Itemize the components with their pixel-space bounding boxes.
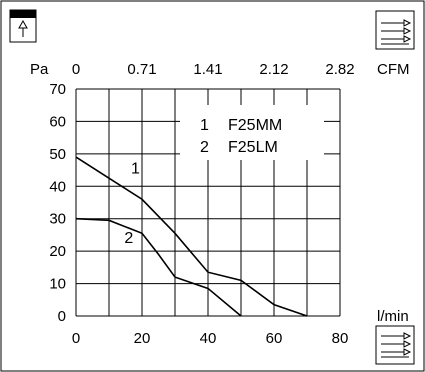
y-tick-label: 70: [49, 81, 66, 98]
legend-number-1: 1: [200, 117, 209, 134]
y-tick-label: 60: [49, 113, 66, 130]
x2-tick-label: 0: [72, 61, 80, 78]
x-tick-label: 0: [72, 330, 80, 347]
x-axis-label: l/min: [377, 308, 409, 325]
airflow-direction-icon: [9, 9, 37, 43]
x2-tick-label: 1.41: [193, 61, 222, 78]
x2-tick-label: 0.71: [127, 61, 156, 78]
x-tick-label: 60: [266, 330, 283, 347]
curve-label-2: 2: [124, 230, 133, 247]
y-axis-label: Pa: [30, 61, 49, 78]
curve-label-1: 1: [131, 160, 140, 177]
curve-labels: 12: [124, 160, 140, 247]
flow-arrows-icon-bottom: [375, 325, 415, 365]
series-lines: [75, 156, 308, 317]
x-tick-label: 20: [134, 330, 151, 347]
y-tick-label: 40: [49, 178, 66, 195]
flow-arrows-icon-top: [375, 10, 415, 50]
x-tick-label: 40: [200, 330, 217, 347]
x2-tick-label: 2.82: [325, 61, 354, 78]
series-line-2: [75, 217, 242, 317]
x-tick-label: 80: [332, 330, 349, 347]
y-tick-label: 10: [49, 276, 66, 293]
y-tick-label: 0: [58, 308, 66, 325]
legend-number-2: 2: [200, 139, 209, 156]
legend-name-1: F25MM: [228, 117, 282, 134]
y-tick-label: 30: [49, 211, 66, 228]
y-tick-label: 20: [49, 243, 66, 260]
series-line-1: [75, 156, 308, 317]
x2-tick-label: 2.12: [259, 61, 288, 78]
tick-labels: 0 10 20 30 40 50 60 70 0 20 40 60 80 0 0.71 1.41 2.12 2.8…: [49, 61, 354, 347]
y-tick-label: 50: [49, 146, 66, 163]
legend: 1 F25MM 2 F25LM: [180, 105, 324, 160]
x2-axis-label: CFM: [377, 61, 410, 78]
legend-name-2: F25LM: [228, 139, 278, 156]
